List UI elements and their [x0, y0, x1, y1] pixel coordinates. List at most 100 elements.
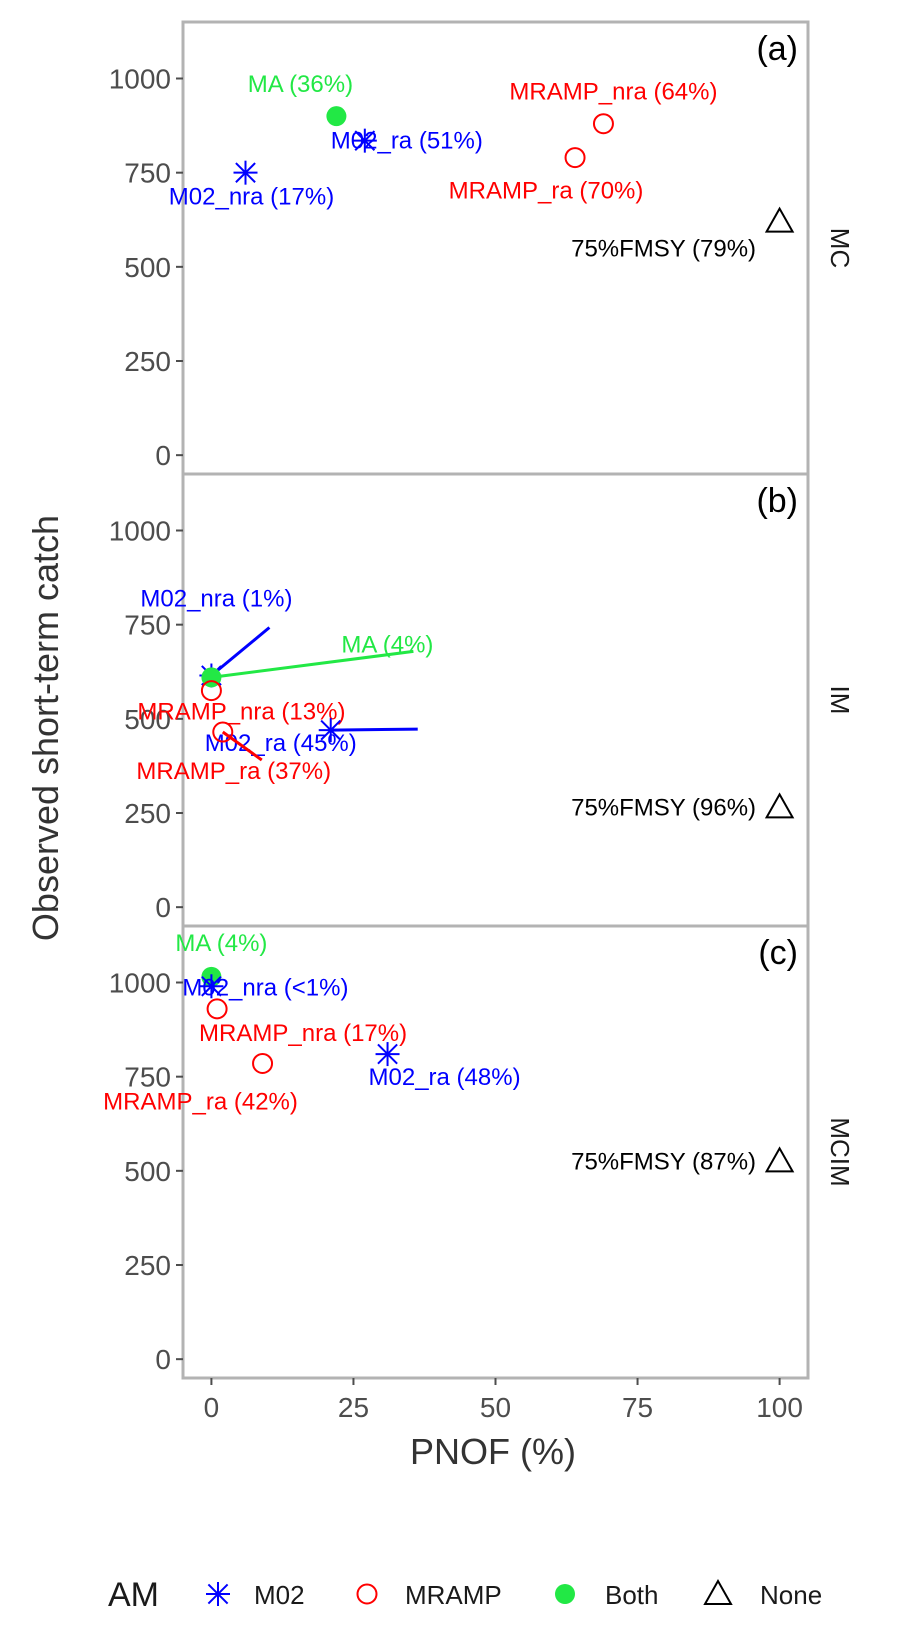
- point-m02-ra: M02_ra (45%): [205, 718, 418, 757]
- y-tick-label: 1000: [109, 968, 171, 999]
- x-tick-label: 25: [338, 1392, 369, 1423]
- y-tick-label: 1000: [109, 64, 171, 95]
- point-75-fmsy: 75%FMSY (96%): [571, 792, 795, 821]
- legend-entry-mramp: MRAMP: [356, 1580, 502, 1610]
- strip-label: MCIM: [825, 1117, 855, 1186]
- legend-m02-marker-stroke-d2: [207, 1583, 229, 1605]
- point-ma-connector-line: [211, 649, 414, 679]
- y-tick-label: 0: [155, 892, 171, 923]
- point-mramp-ra-open-circle-marker: [212, 721, 234, 743]
- point-mramp-ra: MRAMP_ra (37%): [136, 721, 331, 785]
- legend-label: None: [760, 1580, 822, 1610]
- point-mramp-nra: MRAMP_nra (13%): [137, 680, 345, 726]
- point-m02-nra: M02_nra (17%): [169, 160, 334, 211]
- point-mramp-nra-label: MRAMP_nra (64%): [509, 79, 717, 106]
- point-m02-ra-connector-line: [330, 727, 418, 732]
- point-m02-ra: M02_ra (51%): [331, 128, 483, 155]
- y-tick-label: 500: [124, 252, 171, 283]
- panel-tag: (c): [758, 934, 798, 972]
- y-tick-label: 500: [124, 1156, 171, 1187]
- point-mramp-ra: MRAMP_ra (42%): [103, 1052, 298, 1115]
- legend-none-open-triangle-marker: [703, 1578, 733, 1605]
- point-m02-nra-marker-stroke-d2: [201, 975, 222, 997]
- x-tick-label: 0: [204, 1392, 220, 1423]
- point-75-fmsy-open-triangle-marker: [764, 206, 795, 233]
- point-m02-nra-label: M02_nra (1%): [140, 586, 292, 613]
- point-mramp-ra-open-circle-marker: [252, 1052, 274, 1074]
- x-axis-label: PNOF (%): [410, 1431, 576, 1472]
- legend-label: M02: [254, 1580, 305, 1610]
- point-mramp-nra: MRAMP_nra (64%): [509, 79, 717, 135]
- point-m02-ra-asterisk-marker: [352, 128, 377, 153]
- point-mramp-nra-label: MRAMP_nra (17%): [199, 1020, 407, 1047]
- panel-im: (b) IM 0 250 500 750 1000 M02_nra (1%) MA (4%) MR…: [109, 472, 855, 928]
- legend-entry-m02: M02: [206, 1580, 305, 1610]
- x-axis: 0 25 50 75 100: [204, 1378, 803, 1423]
- point-75-fmsy-open-triangle-marker: [764, 1146, 795, 1173]
- y-tick-label: 250: [124, 346, 171, 377]
- y-axis-label: Observed short-term catch: [25, 515, 66, 941]
- point-mramp-ra: MRAMP_ra (70%): [449, 147, 644, 205]
- point-mramp-nra-open-circle-marker: [200, 680, 222, 702]
- panel-frame: [181, 20, 810, 476]
- point-m02-ra-asterisk-marker: [318, 718, 343, 743]
- point-mramp-ra-connector-line: [221, 730, 263, 762]
- legend: AM M02 MRAMP Both None: [108, 1576, 822, 1614]
- point-m02-ra-marker-stroke-d2: [320, 719, 342, 741]
- point-m02-nra-marker-stroke-d2: [235, 162, 256, 183]
- point-75-fmsy-open-triangle-marker: [764, 792, 795, 819]
- y-tick-label: 0: [155, 1344, 171, 1375]
- point-m02-ra-label: M02_ra (45%): [205, 730, 357, 757]
- point-mramp-ra-label: MRAMP_ra (37%): [136, 758, 331, 785]
- point-m02-nra: M02_nra (<1%): [182, 974, 348, 1001]
- y-tick-label: 0: [155, 440, 171, 471]
- point-mramp-nra-open-circle-marker: [592, 113, 614, 135]
- y-tick-label: 1000: [109, 516, 171, 547]
- legend-mramp-open-circle-marker: [356, 1583, 378, 1605]
- y-tick-label: 250: [124, 1250, 171, 1281]
- point-m02-ra-asterisk-marker: [375, 1042, 400, 1067]
- point-mramp-ra-label: MRAMP_ra (70%): [449, 178, 644, 205]
- point-m02-ra-marker-stroke-d2: [377, 1043, 398, 1065]
- point-m02-ra-label: M02_ra (48%): [369, 1064, 521, 1091]
- panel-mc: (a) MC 0 250 500 750 1000 MA (36%) M02_ra (51%) M…: [109, 20, 855, 476]
- y-tick-label: 500: [124, 704, 171, 735]
- point-mramp-nra-open-circle-marker: [206, 998, 228, 1020]
- point-mramp-nra: MRAMP_nra (17%): [199, 998, 407, 1047]
- legend-entry-none: None: [703, 1578, 822, 1610]
- point-75-fmsy: 75%FMSY (87%): [571, 1146, 795, 1175]
- point-ma-label: MA (36%): [248, 71, 353, 98]
- point-m02-nra-label: M02_nra (17%): [169, 184, 334, 211]
- point-ma-label: MA (4%): [341, 631, 433, 658]
- point-mramp-ra-label: MRAMP_ra (42%): [103, 1088, 298, 1115]
- point-m02-nra: M02_nra (1%): [140, 586, 292, 688]
- point-ma-filled-circle-marker: [326, 106, 347, 127]
- point-m02-nra-asterisk-marker: [199, 974, 224, 999]
- point-m02-ra-label: M02_ra (51%): [331, 128, 483, 155]
- point-ma-label: MA (4%): [175, 930, 267, 957]
- legend-m02-asterisk-marker: [206, 1582, 230, 1606]
- strip-label: MC: [825, 228, 855, 268]
- panel-tag: (a): [756, 30, 798, 68]
- point-m02-nra-connector-line: [210, 626, 271, 677]
- legend-both-filled-circle-marker: [555, 1584, 575, 1604]
- legend-title: AM: [108, 1576, 159, 1614]
- legend-label: Both: [605, 1580, 659, 1610]
- y-tick-label: 750: [124, 158, 171, 189]
- strip-label: IM: [825, 686, 855, 715]
- panel-tag: (b): [756, 482, 798, 520]
- point-75-fmsy-label: 75%FMSY (87%): [571, 1148, 756, 1175]
- x-tick-label: 75: [622, 1392, 653, 1423]
- point-75-fmsy: 75%FMSY (79%): [571, 206, 795, 263]
- point-m02-ra-marker-stroke-d2: [354, 130, 376, 151]
- y-tick-label: 250: [124, 798, 171, 829]
- legend-entry-both: Both: [555, 1580, 659, 1610]
- panel-frame: [181, 924, 810, 1380]
- point-m02-ra: M02_ra (48%): [369, 1042, 521, 1091]
- point-75-fmsy-label: 75%FMSY (79%): [571, 236, 756, 263]
- legend-label: MRAMP: [405, 1580, 502, 1610]
- panel-frame: [181, 472, 810, 928]
- y-tick-label: 750: [124, 610, 171, 641]
